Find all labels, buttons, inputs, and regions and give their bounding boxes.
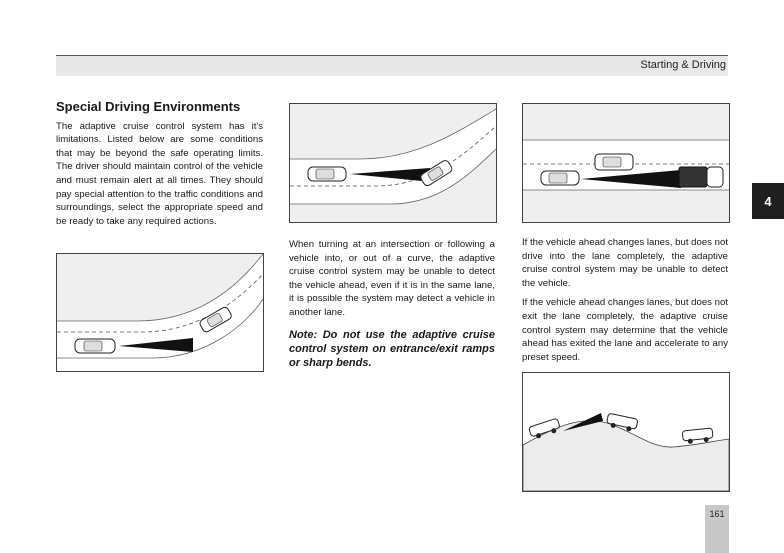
radar-beam — [350, 168, 432, 182]
column-1: Special Driving Environments The adaptiv… — [56, 100, 263, 234]
column-2: When turning at an intersection or follo… — [289, 238, 495, 376]
lane-changing-vehicle-icon — [594, 153, 634, 171]
page-number-tab: 161 — [705, 505, 729, 553]
truck-ahead-icon — [678, 166, 724, 188]
intro-paragraph: The adaptive cruise control system has i… — [56, 120, 263, 227]
column-3: If the vehicle ahead changes lanes, but … — [522, 236, 728, 370]
vehicle-other-lane-icon — [199, 306, 232, 333]
vehicle-far-icon — [681, 427, 714, 444]
curve-vehicle-ahead-figure — [289, 103, 497, 223]
header-title: Starting & Driving — [640, 59, 726, 71]
host-car-icon — [540, 170, 580, 186]
vehicle-on-hill-icon — [606, 413, 638, 432]
chapter-tab: 4 — [752, 183, 784, 219]
radar-beam — [581, 170, 681, 188]
radar-beam — [119, 338, 193, 352]
hill-terrain — [523, 420, 729, 491]
header-bar: Starting & Driving — [56, 55, 728, 76]
page-number: 161 — [709, 509, 725, 519]
host-car-icon — [74, 338, 116, 354]
curve-paragraph: When turning at an intersection or follo… — [289, 239, 495, 318]
curve-other-lane-figure — [56, 253, 264, 372]
lane-change-paragraph-1: If the vehicle ahead changes lanes, but … — [522, 237, 728, 289]
vehicle-ahead-icon — [420, 160, 453, 187]
host-car-icon — [307, 166, 347, 182]
lane-change-figure — [522, 103, 730, 223]
note-text: Note: Do not use the adaptive cruise con… — [289, 328, 495, 369]
lane-change-paragraph-2: If the vehicle ahead changes lanes, but … — [522, 297, 728, 363]
radar-beam — [563, 413, 603, 431]
section-heading: Special Driving Environments — [56, 99, 241, 114]
host-car-icon — [528, 418, 560, 439]
hills-figure — [522, 372, 730, 492]
